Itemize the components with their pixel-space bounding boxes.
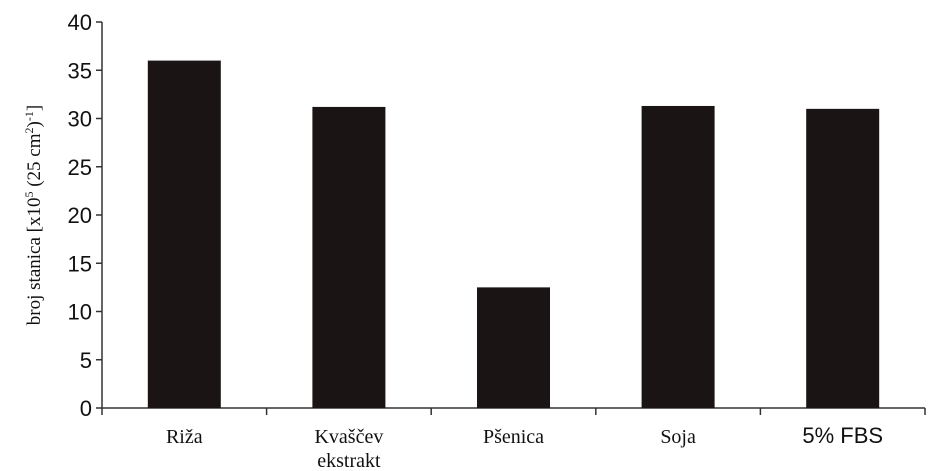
x-tick-label: Soja [660, 426, 696, 448]
x-tick-label: Kvaščev ekstrakt [314, 426, 383, 471]
bar [806, 108, 880, 408]
y-axis-label-part3: ) [24, 121, 45, 127]
y-tick-label: 40 [68, 10, 92, 35]
x-tick-label: Pšenica [483, 426, 544, 448]
x-tick-label-line: ekstrakt [317, 450, 381, 471]
x-tick-label-line: Kvaščev [314, 426, 383, 448]
y-axis-label-exp1: 5 [22, 192, 36, 198]
y-axis: 0 5 10 15 20 25 30 35 40 [68, 10, 103, 421]
y-tick-label: 30 [68, 107, 92, 132]
y-axis-label-exp3: -1 [22, 111, 36, 121]
y-axis-label-part1: broj stanica [x10 [24, 198, 45, 326]
bar [312, 106, 386, 409]
y-tick-label: 10 [68, 300, 92, 325]
x-tick-label-line: Soja [660, 426, 696, 448]
x-tick-labels: Riža Kvaščev ekstrakt Pšenica Soja 5% FBS [166, 423, 883, 471]
y-tick-label: 35 [68, 58, 92, 83]
x-axis [101, 407, 926, 415]
bar [641, 105, 715, 408]
y-tick-label: 5 [80, 348, 92, 373]
y-tick-label: 15 [68, 251, 92, 276]
y-tick-label: 0 [80, 396, 92, 421]
x-tick-label: Riža [166, 426, 203, 448]
y-tick-label: 20 [68, 203, 92, 228]
bars [147, 60, 880, 409]
x-tick-label: 5% FBS [802, 423, 883, 448]
x-tick-label-line: Riža [166, 426, 203, 448]
y-axis-label-exp2: 2 [22, 127, 36, 133]
bar [477, 287, 550, 408]
x-tick-label-line: 5% FBS [802, 423, 883, 448]
y-axis-label-part4: ] [24, 105, 45, 111]
y-tick-label: 25 [68, 155, 92, 180]
svg-text:broj stanica [x105 (25 cm2)-1]: broj stanica [x105 (25 cm2)-1] [22, 105, 45, 325]
y-axis-label-part2: (25 cm [24, 133, 45, 191]
y-axis-label: broj stanica [x105 (25 cm2)-1] [22, 105, 45, 325]
x-tick-label-line: Pšenica [483, 426, 544, 448]
bar [147, 60, 221, 408]
